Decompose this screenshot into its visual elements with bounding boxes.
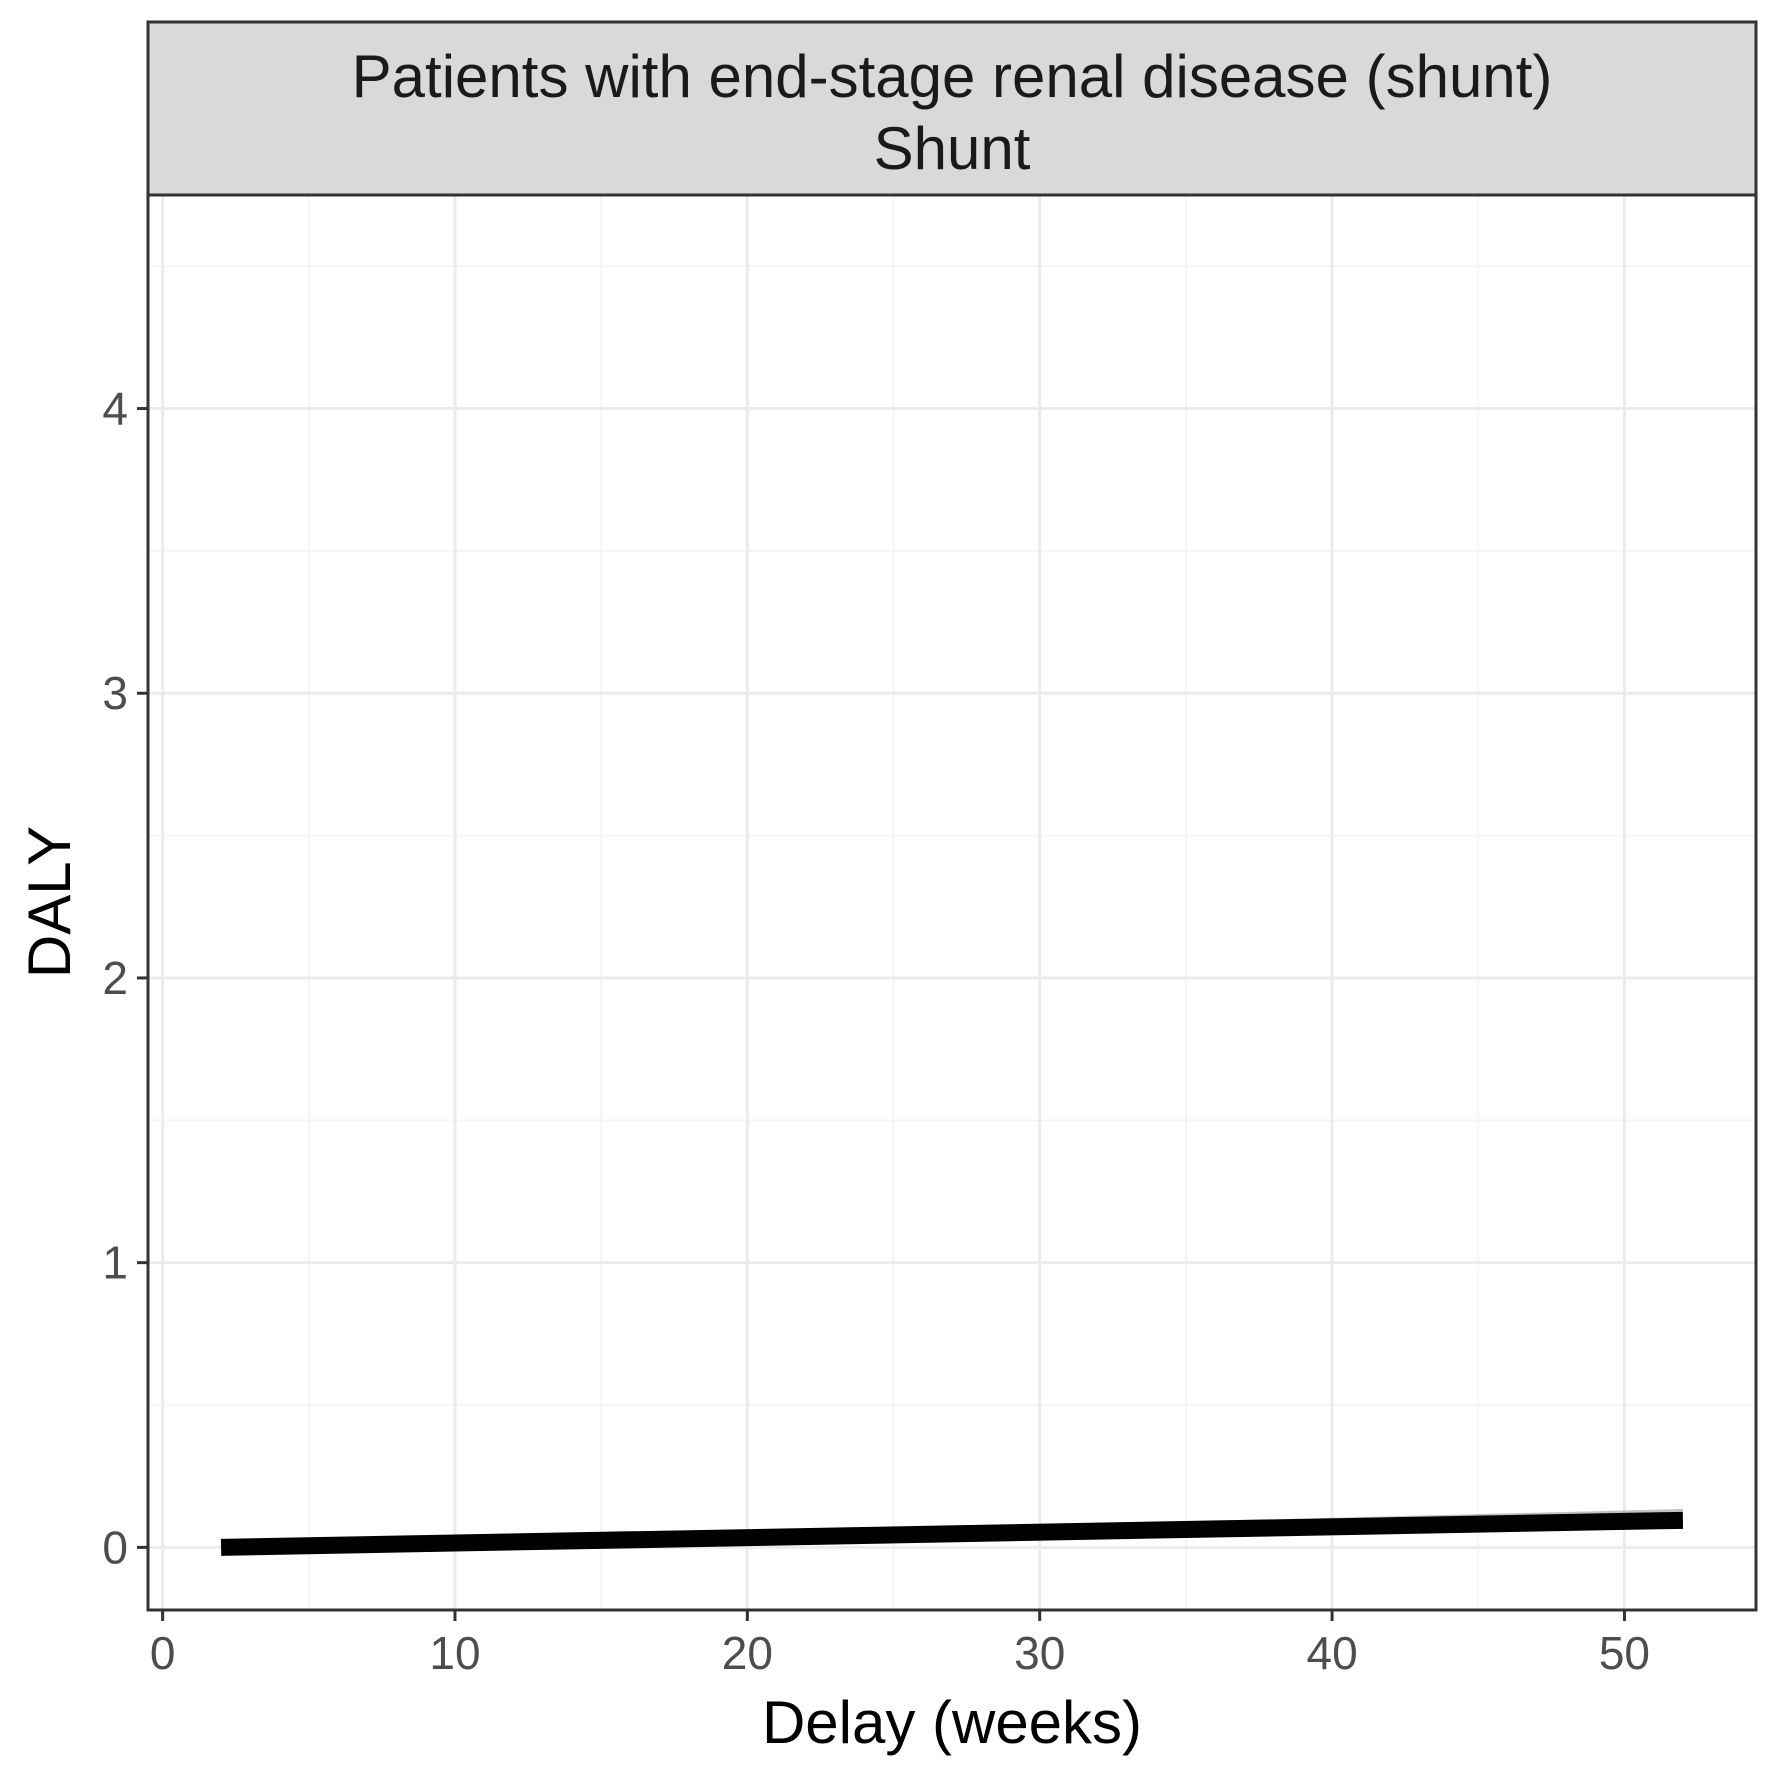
facet-strip-title-line1: Patients with end-stage renal disease (s… [352, 43, 1553, 110]
facet-strip-title-line2: Shunt [874, 115, 1031, 182]
plot-frame [146, 193, 1758, 1612]
x-tick-label: 50 [1599, 1627, 1650, 1679]
y-axis: 0 1 2 3 4 [102, 383, 148, 1573]
x-tick-label: 20 [722, 1627, 773, 1679]
x-tick-label: 0 [150, 1627, 176, 1679]
y-tick-label: 1 [102, 1237, 128, 1289]
facet-strip [146, 20, 1758, 197]
grid-minor [148, 195, 1756, 1610]
x-tick-label: 30 [1014, 1627, 1065, 1679]
y-tick-label: 4 [102, 383, 128, 435]
x-tick-label: 40 [1306, 1627, 1357, 1679]
x-axis: 0 10 20 30 40 50 [150, 1610, 1650, 1679]
y-axis-title: DALY [16, 826, 83, 978]
series-layer [220, 1508, 1684, 1556]
y-tick-label: 3 [102, 667, 128, 719]
x-tick-label: 10 [429, 1627, 480, 1679]
grid-major [148, 195, 1756, 1610]
y-tick-label: 2 [102, 952, 128, 1004]
series-line [220, 1511, 1684, 1556]
x-axis-title: Delay (weeks) [762, 1689, 1142, 1756]
y-tick-label: 0 [102, 1521, 128, 1573]
